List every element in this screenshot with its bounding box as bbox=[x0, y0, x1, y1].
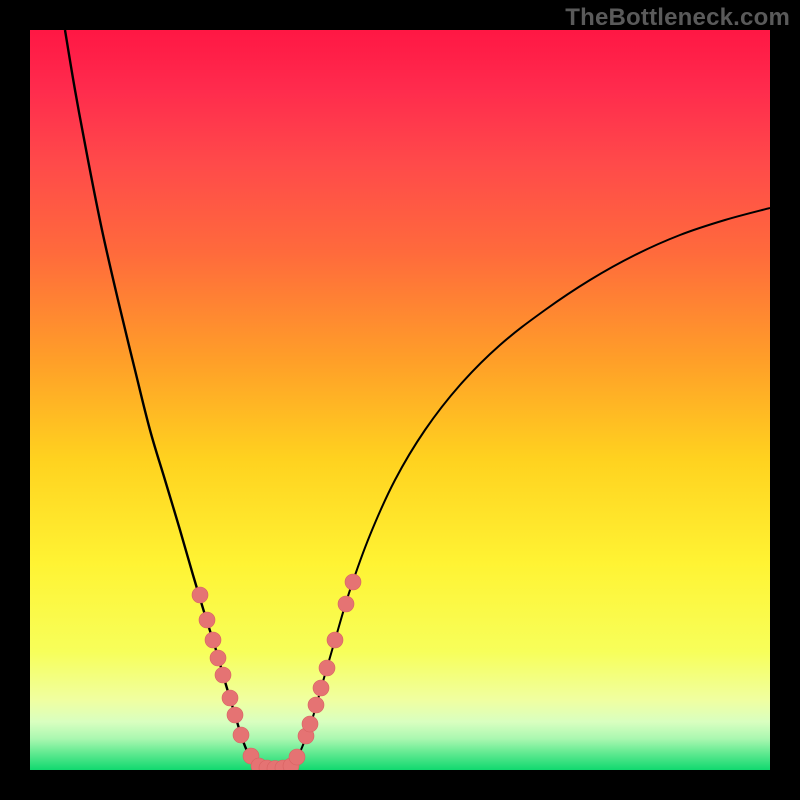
data-marker bbox=[319, 660, 335, 676]
data-marker bbox=[327, 632, 343, 648]
plot-area bbox=[30, 30, 770, 770]
data-marker bbox=[227, 707, 243, 723]
data-marker bbox=[289, 749, 305, 765]
data-marker bbox=[205, 632, 221, 648]
data-marker bbox=[222, 690, 238, 706]
data-marker bbox=[302, 716, 318, 732]
data-marker bbox=[313, 680, 329, 696]
data-marker bbox=[199, 612, 215, 628]
data-marker bbox=[338, 596, 354, 612]
data-marker bbox=[210, 650, 226, 666]
data-marker bbox=[215, 667, 231, 683]
bottleneck-curve-svg bbox=[30, 30, 770, 770]
gradient-background bbox=[30, 30, 770, 770]
data-marker bbox=[192, 587, 208, 603]
data-marker bbox=[233, 727, 249, 743]
chart-canvas: TheBottleneck.com bbox=[0, 0, 800, 800]
data-marker bbox=[308, 697, 324, 713]
data-marker bbox=[345, 574, 361, 590]
watermark-text: TheBottleneck.com bbox=[565, 4, 790, 32]
